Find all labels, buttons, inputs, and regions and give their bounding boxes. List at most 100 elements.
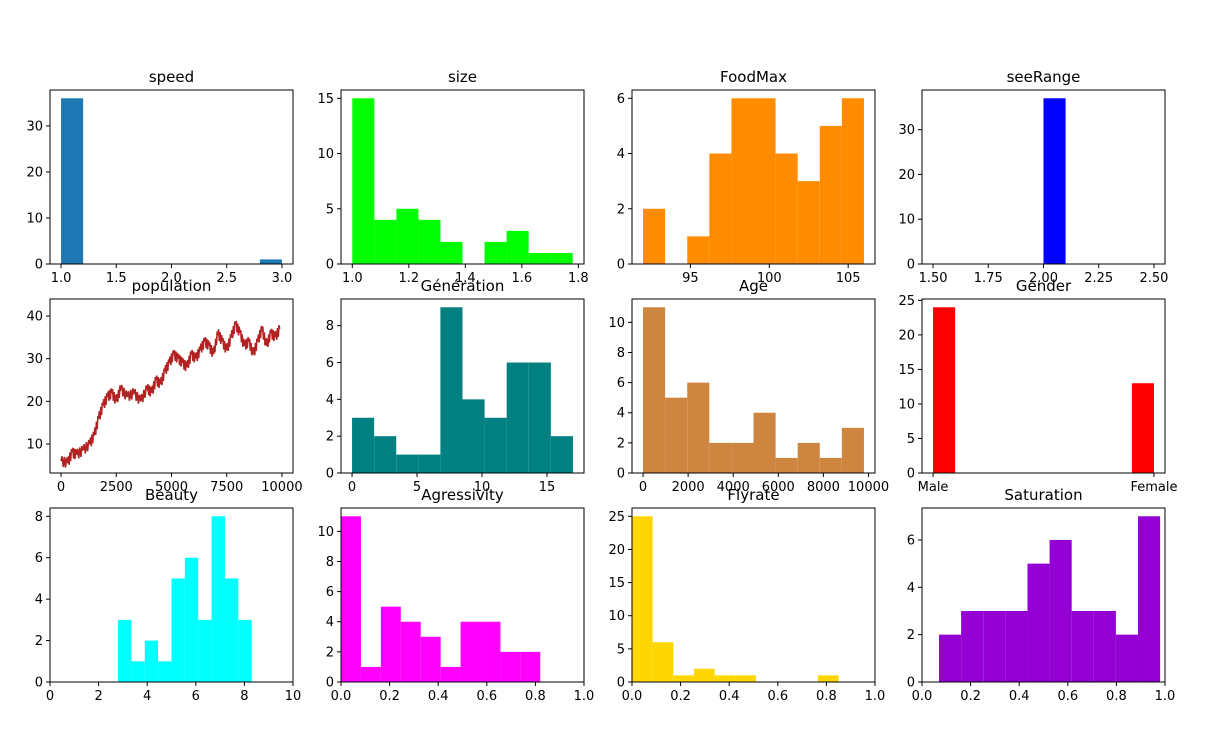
gender-ytick-label-2: 10 — [898, 397, 915, 412]
population-xtick-label-4: 10000 — [261, 480, 302, 495]
agressivity-xtick-label-3: 0.6 — [476, 689, 497, 704]
foodmax-ytick-label-1: 2 — [617, 202, 625, 217]
foodmax-bar-6 — [797, 181, 820, 264]
age-ytick-label-2: 4 — [617, 406, 625, 421]
age-xtick-label-0: 0 — [639, 480, 647, 495]
population-xtick-label-0: 0 — [57, 480, 65, 495]
agressivity-xtick-label-4: 0.8 — [525, 689, 546, 704]
size-bar-5 — [484, 241, 507, 264]
agressivity-xtick-label-1: 0.2 — [379, 689, 400, 704]
seerange-marks — [1043, 98, 1066, 264]
seerange-ytick-label-0: 0 — [907, 258, 915, 273]
foodmax-marks — [643, 98, 864, 264]
agressivity-axes-frame — [340, 507, 585, 683]
gender-marks — [933, 307, 1154, 473]
speed-xtick-label-2: 2.0 — [161, 271, 182, 286]
saturation-xtick-label-5: 1.0 — [1155, 689, 1176, 704]
age-ytick-label-1: 2 — [617, 436, 625, 451]
agressivity-xtick-label-2: 0.4 — [428, 689, 449, 704]
saturation-bar-5 — [1049, 539, 1072, 682]
saturation-ytick-label-1: 2 — [907, 628, 915, 643]
size-xtick-label-0: 1.0 — [342, 271, 363, 286]
speed-bar-1 — [259, 259, 282, 264]
agressivity-bar-0 — [341, 516, 361, 682]
beauty-xtick-label-1: 2 — [94, 689, 102, 704]
age-bar-4 — [731, 442, 754, 473]
agressivity-ytick-label-0: 0 — [326, 676, 334, 691]
agressivity-title: Agressivity — [421, 486, 504, 504]
flyrate-xtick-label-4: 0.8 — [816, 689, 837, 704]
age-bar-3 — [709, 442, 732, 473]
agressivity-bar-6 — [460, 621, 481, 682]
age-bar-5 — [753, 412, 776, 473]
subplot-gender: Male Female 0 5 10 15 20 25 Gender — [898, 277, 1177, 495]
subplot-population: 0 2500 5000 7500 10000 10 20 30 40 population — [26, 277, 302, 495]
population-title: population — [132, 277, 212, 295]
seerange-xtick-label-0: 1.50 — [919, 271, 948, 286]
age-bar-0 — [643, 307, 666, 473]
saturation-axes-frame — [921, 507, 1166, 683]
flyrate-bar-2 — [673, 675, 694, 682]
generation-ytick-label-2: 4 — [326, 393, 334, 408]
age-ytick-label-4: 8 — [617, 346, 625, 361]
speed-xtick-label-0: 1.0 — [51, 271, 72, 286]
agressivity-xtick-label-5: 1.0 — [574, 689, 595, 704]
generation-marks — [352, 307, 573, 473]
agressivity-ytick-label-3: 6 — [326, 585, 334, 600]
saturation-bar-7 — [1093, 610, 1116, 682]
saturation-bar-9 — [1138, 516, 1161, 682]
flyrate-ytick-label-0: 0 — [617, 676, 625, 691]
generation-bar-3 — [418, 454, 441, 473]
subplot-saturation: 0.0 0.2 0.4 0.6 0.8 1.0 0 2 4 6 Saturation — [907, 486, 1176, 704]
foodmax-bar-0 — [643, 208, 666, 264]
beauty-bar-6 — [198, 619, 212, 682]
saturation-xtick-label-0: 0.0 — [912, 689, 933, 704]
beauty-xtick-label-3: 6 — [192, 689, 200, 704]
foodmax-xtick-label-2: 105 — [836, 271, 861, 286]
seerange-xtick-label-3: 2.25 — [1084, 271, 1113, 286]
generation-xtick-label-1: 5 — [413, 480, 421, 495]
foodmax-ytick-label-3: 6 — [617, 92, 625, 107]
size-xtick-label-3: 1.6 — [511, 271, 532, 286]
flyrate-axes-frame — [631, 507, 876, 683]
gender-ytick-label-1: 5 — [907, 432, 915, 447]
foodmax-bar-8 — [841, 98, 864, 264]
generation-bar-9 — [550, 436, 573, 473]
age-ytick-label-3: 6 — [617, 376, 625, 391]
size-xtick-label-2: 1.4 — [455, 271, 476, 286]
agressivity-ytick-label-1: 2 — [326, 645, 334, 660]
foodmax-title: FoodMax — [720, 68, 787, 86]
foodmax-bar-2 — [709, 153, 732, 264]
age-bar-6 — [775, 457, 798, 473]
generation-xtick-label-2: 10 — [474, 480, 491, 495]
subplot-foodmax: 95 100 105 0 2 4 6 FoodMax — [617, 68, 876, 286]
subplot-speed: 1.0 1.5 2.0 2.5 3.0 0 10 20 30 speed — [26, 68, 294, 286]
saturation-xtick-label-3: 0.6 — [1057, 689, 1078, 704]
agressivity-bar-2 — [380, 606, 401, 682]
agressivity-ytick-label-5: 10 — [317, 525, 334, 540]
size-title: size — [448, 68, 477, 86]
flyrate-xtick-label-2: 0.4 — [719, 689, 740, 704]
saturation-marks — [939, 516, 1161, 682]
age-bar-7 — [797, 442, 820, 473]
age-xtick-label-3: 6000 — [762, 480, 795, 495]
foodmax-bar-7 — [819, 125, 842, 264]
saturation-bar-2 — [983, 610, 1006, 682]
gender-xtick-label-0: Male — [918, 480, 949, 495]
flyrate-bar-6 — [817, 675, 839, 682]
beauty-axes-frame — [49, 507, 294, 683]
gender-axes-frame — [921, 298, 1166, 474]
generation-title: Génération — [421, 277, 505, 295]
seerange-xtick-label-4: 2.50 — [1139, 271, 1168, 286]
speed-xtick-label-3: 2.5 — [216, 271, 237, 286]
age-marks — [643, 307, 864, 473]
age-ytick-label-0: 0 — [617, 467, 625, 482]
generation-bar-6 — [484, 417, 507, 473]
gender-xtick-label-1: Female — [1130, 480, 1177, 495]
foodmax-ytick-label-0: 0 — [617, 258, 625, 273]
flyrate-xtick-label-5: 1.0 — [865, 689, 886, 704]
size-marks — [352, 98, 573, 264]
population-ytick-label-2: 30 — [26, 352, 43, 367]
beauty-bar-5 — [184, 557, 199, 682]
